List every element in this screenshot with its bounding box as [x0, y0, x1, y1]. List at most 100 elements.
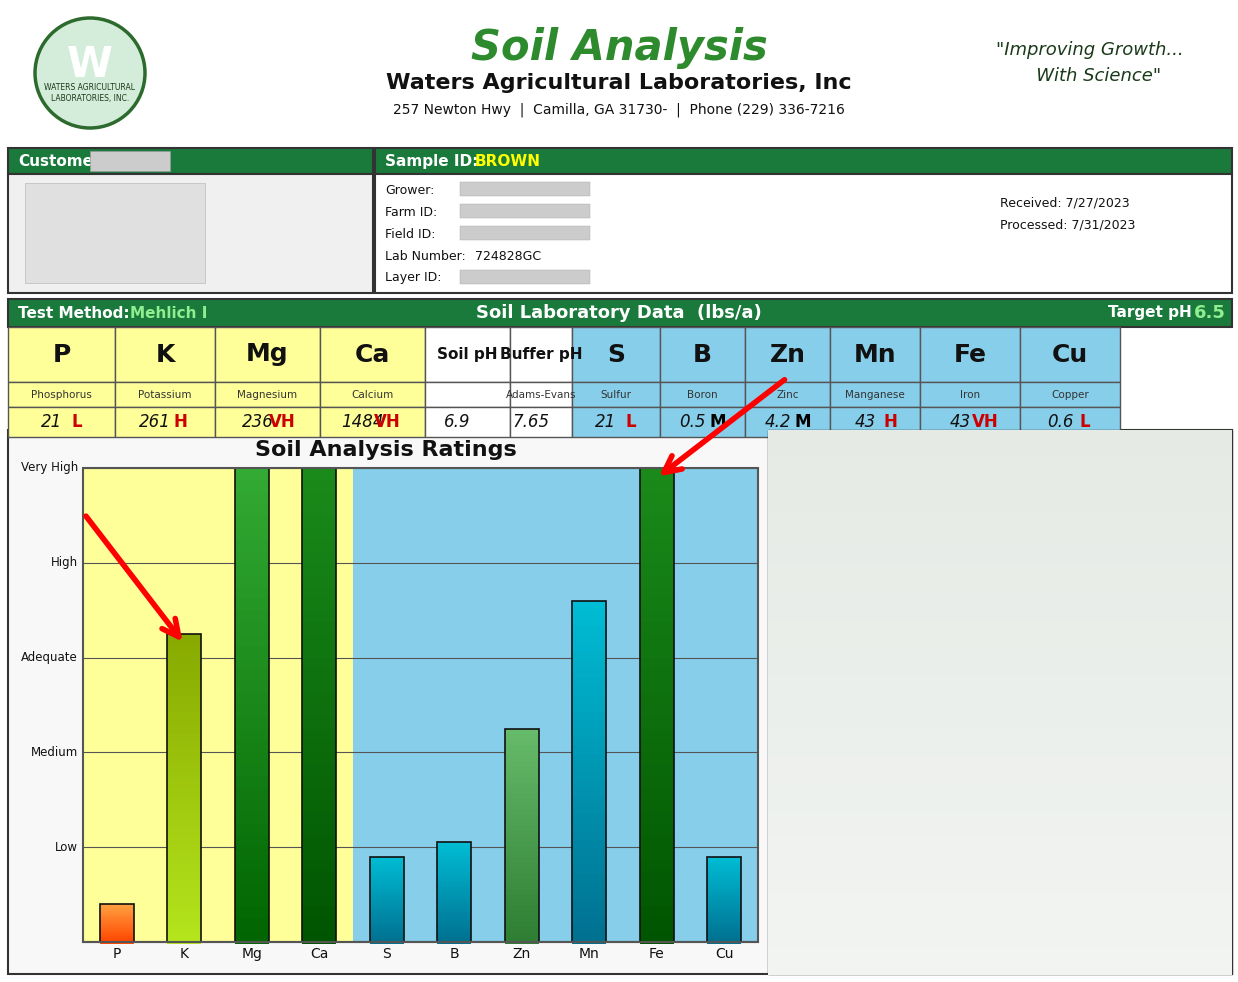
Text: Target pH: Target pH — [1108, 305, 1192, 320]
Bar — [167, 741, 201, 751]
Bar — [100, 932, 134, 934]
Bar — [7, 382, 115, 407]
Bar — [370, 859, 404, 862]
Bar — [425, 382, 510, 407]
Bar — [505, 915, 539, 922]
Bar — [707, 914, 742, 918]
Bar — [302, 634, 337, 647]
Bar — [920, 382, 1020, 407]
Bar — [437, 912, 472, 916]
Bar — [100, 922, 134, 924]
Bar — [640, 776, 673, 790]
Bar — [370, 938, 404, 942]
Bar — [768, 430, 1232, 459]
Bar — [505, 862, 539, 869]
Text: Zinc: Zinc — [776, 390, 799, 400]
Bar — [167, 811, 201, 820]
Bar — [572, 814, 607, 824]
Bar — [7, 148, 373, 174]
Bar — [505, 878, 539, 885]
Bar — [302, 622, 337, 635]
Bar — [100, 928, 134, 930]
Text: Soil pH: Soil pH — [437, 347, 498, 362]
Bar — [640, 527, 673, 541]
Bar — [235, 658, 269, 671]
Bar — [167, 711, 201, 720]
Bar — [707, 893, 742, 897]
Bar — [235, 918, 269, 932]
Bar — [167, 757, 201, 766]
Bar — [505, 904, 539, 911]
Bar — [707, 874, 742, 877]
Bar — [302, 551, 337, 565]
Bar — [707, 903, 742, 907]
Bar — [660, 382, 745, 407]
Bar — [707, 923, 742, 926]
Bar — [437, 847, 472, 851]
Bar — [572, 789, 607, 798]
Text: 21: 21 — [41, 413, 62, 431]
Bar — [1020, 407, 1120, 437]
Bar — [235, 492, 269, 505]
Text: Low: Low — [54, 841, 78, 853]
Bar — [167, 727, 201, 736]
Bar — [768, 675, 1232, 703]
Bar — [572, 900, 607, 909]
Bar — [572, 831, 607, 842]
Bar — [640, 906, 673, 920]
Bar — [235, 729, 269, 742]
Bar — [167, 857, 201, 866]
Bar — [437, 855, 472, 859]
Bar — [370, 903, 404, 907]
Bar — [640, 586, 673, 600]
Bar — [215, 407, 319, 437]
Bar — [370, 869, 404, 873]
Bar — [437, 893, 472, 897]
Bar — [640, 551, 673, 565]
Bar — [100, 937, 134, 940]
Bar — [505, 830, 539, 837]
Bar — [370, 893, 404, 897]
Text: Farm ID:: Farm ID: — [385, 205, 437, 219]
Bar — [707, 910, 742, 913]
Bar — [370, 923, 404, 926]
Bar — [115, 382, 215, 407]
Bar — [167, 927, 201, 936]
Text: 257 Newton Hwy  |  Camilla, GA 31730-  |  Phone (229) 336-7216: 257 Newton Hwy | Camilla, GA 31730- | Ph… — [392, 103, 846, 117]
Text: 261: 261 — [139, 413, 171, 431]
Bar — [437, 857, 472, 861]
Bar — [505, 803, 539, 810]
Bar — [437, 843, 472, 846]
Bar — [505, 771, 539, 778]
Text: Zn: Zn — [513, 947, 531, 961]
Bar — [640, 788, 673, 801]
Bar — [572, 763, 607, 773]
Bar — [572, 382, 660, 407]
Bar — [768, 756, 1232, 785]
Bar — [302, 682, 337, 694]
Bar — [505, 873, 539, 880]
Text: 21: 21 — [595, 413, 617, 431]
Bar — [745, 407, 829, 437]
Bar — [370, 934, 404, 937]
Bar — [640, 918, 673, 932]
Bar — [235, 539, 269, 553]
Bar — [353, 468, 758, 942]
Bar — [235, 622, 269, 635]
Bar — [707, 927, 742, 931]
Bar — [235, 906, 269, 920]
Bar — [1020, 327, 1120, 382]
Bar — [235, 836, 269, 848]
Circle shape — [35, 18, 145, 128]
Bar — [707, 898, 742, 900]
Bar — [370, 921, 404, 924]
Bar — [100, 939, 134, 942]
Bar — [115, 327, 215, 382]
Bar — [235, 859, 269, 872]
Bar — [100, 925, 134, 927]
Bar — [437, 865, 472, 869]
Text: K: K — [155, 343, 175, 366]
Bar — [572, 780, 607, 790]
Bar — [768, 484, 1232, 513]
Bar — [370, 874, 404, 877]
